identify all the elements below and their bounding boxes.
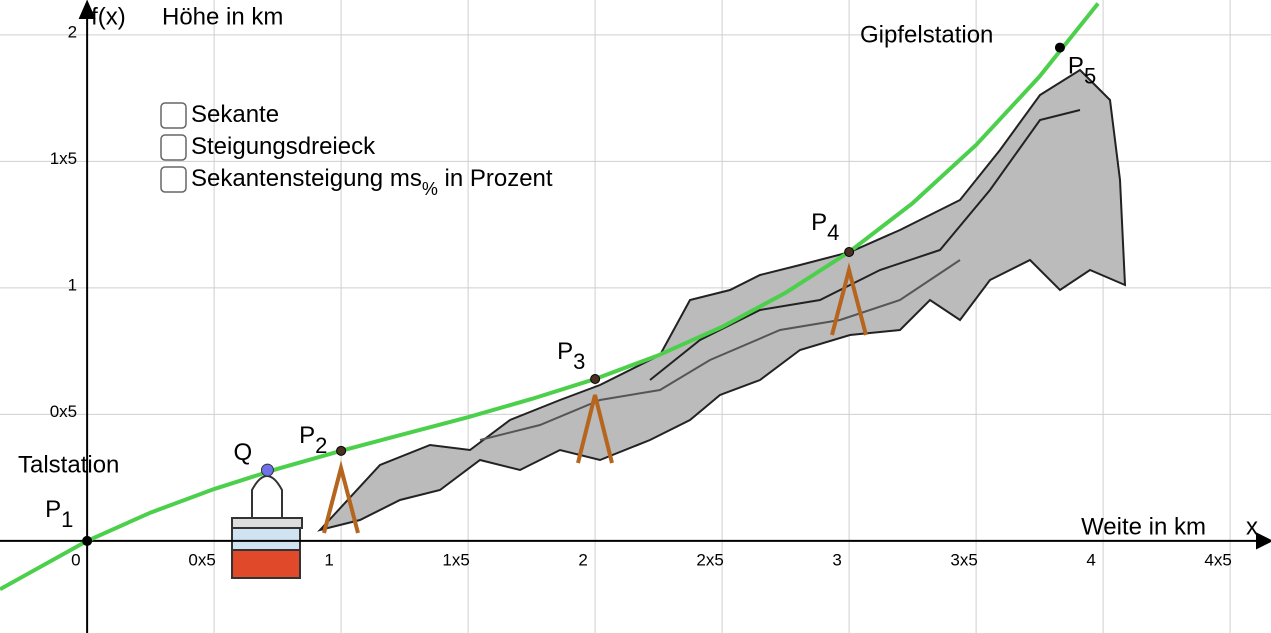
point-label-text: P [557,338,573,365]
y-tick-label: 2 [68,22,77,41]
point-label-text: P [299,422,315,449]
x-tick-label: 2 [578,550,587,569]
checkboxes: Sekante Steigungsdreieck Sekantensteigung … [160,101,553,199]
checkbox[interactable] [160,134,187,161]
y-tick-label: 1x5 [50,149,77,168]
y-tick-label: 0x5 [50,402,77,421]
point [260,463,274,477]
checkbox-sub: % [422,179,438,199]
checkbox-text: in Prozent [438,165,553,192]
point [1054,42,1065,53]
checkbox-label: Sekante [191,101,279,128]
curve [0,2,1100,591]
checkbox[interactable] [160,166,187,193]
x-axis-label: Weite in km [1081,513,1206,540]
point-label: P4 [811,209,839,244]
point-label-text: P [1068,53,1084,80]
axis-name: x [1246,513,1258,540]
point [590,373,601,384]
x-tick-label: 3 [832,550,841,569]
point [844,246,855,257]
x-tick-label: 1 [324,550,333,569]
towers [322,262,868,534]
x-tick-label: 0x5 [188,550,215,569]
y-arrow [78,0,96,19]
x-tick-label: 1x5 [442,550,469,569]
point-label-text: Q [233,439,252,466]
x-tick-label: 4x5 [1204,550,1231,569]
x-tick-label: 2x5 [696,550,723,569]
y-tick-label: 1 [68,275,77,294]
point-label-sub: 5 [1084,63,1096,88]
checkbox[interactable] [160,102,187,129]
point-label: P2 [299,422,327,457]
point-label: P5 [1068,53,1096,88]
x-tick-label: 3x5 [950,550,977,569]
point-label-sub: 2 [315,433,327,458]
checkbox-text: Steigungsdreieck [191,133,376,160]
point-label-sub: 4 [827,220,839,245]
cable-car [231,475,303,579]
point-label: Q [233,439,252,466]
station-label: Talstation [18,451,119,478]
point [82,535,93,546]
point-label-sub: 3 [573,349,585,374]
checkbox-label: Steigungsdreieck [191,133,376,160]
x-arrow [1256,532,1271,550]
axis-name: f(x) [91,3,126,30]
x-tick-label: 4 [1086,550,1095,569]
point [336,445,347,456]
point-label: P1 [45,496,73,531]
point-label: P3 [557,338,585,373]
point-label-text: P [45,496,61,523]
checkbox-label: Sekantensteigung ms% in Prozent [191,165,553,198]
checkbox-text: Sekante [191,101,279,128]
station-label: Gipfelstation [860,21,993,48]
x-tick-label: 0 [71,550,80,569]
point-label-sub: 1 [61,507,73,532]
y-axis-label: Höhe in km [162,3,283,30]
checkbox-text: Sekantensteigung ms [191,165,422,192]
point-label-text: P [811,209,827,236]
